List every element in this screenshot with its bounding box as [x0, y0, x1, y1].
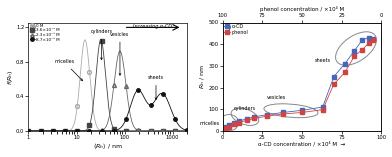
α-CD	[352, 50, 357, 52]
phenol	[320, 109, 325, 111]
α-CD	[367, 37, 371, 39]
phenol	[244, 119, 249, 121]
phenol	[300, 111, 305, 113]
Legend: α-CD, phenol: α-CD, phenol	[224, 24, 249, 35]
phenol	[252, 117, 257, 119]
α-CD	[331, 76, 336, 78]
phenol	[223, 127, 228, 129]
α-CD	[227, 125, 231, 126]
Text: cylinders: cylinders	[234, 106, 256, 111]
Text: Increasing α-CD: Increasing α-CD	[133, 24, 172, 29]
α-CD	[252, 116, 257, 118]
phenol	[265, 115, 270, 117]
Text: micelles: micelles	[200, 121, 220, 126]
phenol	[227, 126, 231, 127]
α-CD	[300, 109, 305, 111]
Text: sheets: sheets	[315, 58, 331, 63]
α-CD	[232, 122, 236, 124]
Text: a): a)	[30, 24, 37, 30]
phenol	[352, 55, 357, 57]
Text: vesicles: vesicles	[267, 95, 287, 100]
X-axis label: phenol concentration / ×10⁴ M: phenol concentration / ×10⁴ M	[260, 5, 344, 12]
α-CD	[360, 39, 365, 41]
Text: cylinders: cylinders	[91, 29, 113, 60]
α-CD	[281, 111, 285, 113]
Text: micelles: micelles	[54, 59, 83, 81]
phenol	[236, 122, 241, 124]
phenol	[371, 39, 376, 41]
Text: sheets: sheets	[148, 75, 164, 100]
Legend: 0 M, 3.6×10⁻⁴ M, 2.3×10⁻³ M, 8.7×10⁻³ M: 0 M, 3.6×10⁻⁴ M, 2.3×10⁻³ M, 8.7×10⁻³ M	[29, 23, 60, 42]
phenol	[232, 123, 236, 125]
α-CD	[265, 114, 270, 116]
phenol	[343, 71, 347, 73]
α-CD	[343, 63, 347, 65]
Text: b): b)	[224, 24, 231, 30]
α-CD	[223, 126, 228, 128]
X-axis label: $\langle R_h \rangle$ / nm: $\langle R_h \rangle$ / nm	[93, 141, 123, 152]
α-CD	[236, 120, 241, 122]
phenol	[281, 113, 285, 115]
Line: α-CD: α-CD	[224, 36, 376, 129]
Y-axis label: $R_h$ / nm: $R_h$ / nm	[198, 64, 207, 89]
X-axis label: α-CD concentration / ×10⁴ M  →: α-CD concentration / ×10⁴ M →	[258, 141, 346, 147]
α-CD	[320, 106, 325, 108]
Text: vesicles: vesicles	[110, 32, 130, 75]
phenol	[367, 42, 371, 44]
α-CD	[244, 118, 249, 120]
Line: phenol: phenol	[224, 38, 376, 130]
phenol	[360, 49, 365, 51]
phenol	[331, 83, 336, 85]
Y-axis label: $f(R_h)$: $f(R_h)$	[5, 69, 15, 85]
α-CD	[371, 38, 376, 40]
